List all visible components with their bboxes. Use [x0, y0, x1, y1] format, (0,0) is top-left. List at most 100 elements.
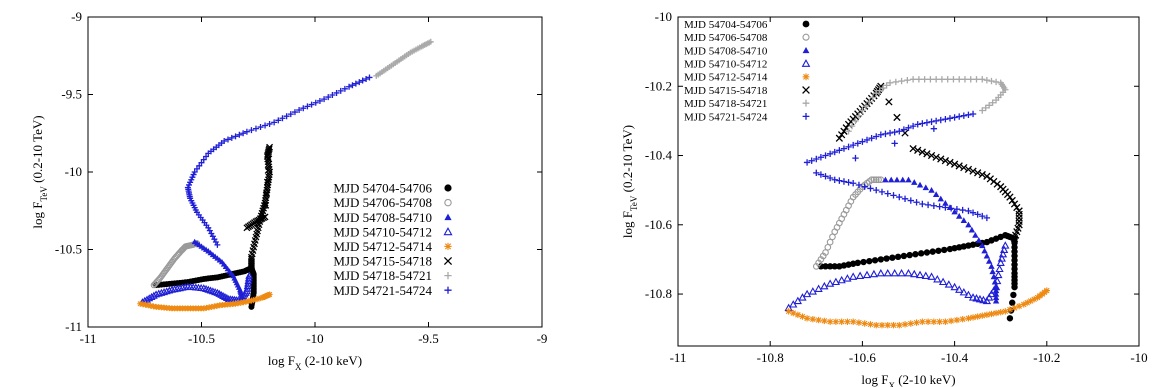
- data-point: [1009, 299, 1016, 306]
- data-point: [974, 313, 981, 320]
- data-point: [900, 252, 908, 260]
- data-point: [907, 197, 915, 204]
- data-point: [849, 272, 858, 280]
- data-point: [985, 293, 994, 301]
- legend-marker: [444, 242, 452, 250]
- data-point: [840, 145, 848, 152]
- data-point: [983, 214, 991, 222]
- data-point: [969, 209, 977, 216]
- data-point: [236, 131, 243, 138]
- data-point: [808, 157, 815, 164]
- data-point: [1027, 297, 1034, 305]
- data-point: [1010, 234, 1019, 243]
- legend-label: MJD 54704-54706: [684, 19, 768, 31]
- data-point: [815, 316, 822, 324]
- data-point: [965, 207, 972, 215]
- data-point: [947, 205, 955, 212]
- legend-label: MJD 54718-54721: [684, 98, 767, 110]
- data-point: [817, 171, 825, 178]
- data-point: [936, 203, 943, 210]
- data-point: [803, 315, 811, 322]
- data-point: [995, 264, 1004, 273]
- data-point: [826, 318, 834, 325]
- data-point: [352, 80, 359, 87]
- legend-label: MJD 54710-54712: [333, 224, 432, 239]
- data-point: [942, 115, 949, 123]
- data-point: [1015, 214, 1023, 222]
- data-point: [152, 290, 161, 298]
- data-point: [849, 180, 857, 187]
- data-point: [932, 76, 940, 83]
- data-point: [883, 268, 892, 277]
- legend-marker: [802, 73, 810, 81]
- data-point: [901, 195, 909, 203]
- data-point: [821, 317, 828, 325]
- data-point: [935, 247, 942, 254]
- data-point: [872, 176, 880, 184]
- data-point: [845, 128, 852, 135]
- data-point: [165, 286, 174, 294]
- data-point: [793, 296, 802, 305]
- x-tick-label: -9: [537, 331, 548, 346]
- series: [817, 231, 1018, 322]
- data-point: [992, 287, 1000, 294]
- data-point: [956, 212, 963, 219]
- data-point: [927, 151, 936, 160]
- data-point: [837, 131, 846, 139]
- chart-left: -11 -10.5 -10 -9.5 -9 -11 -10.5 -10 -9.5 -9 MJD 54…: [30, 9, 547, 372]
- data-point: [964, 290, 973, 299]
- data-point: [869, 269, 879, 278]
- data-point: [968, 293, 978, 301]
- data-point: [248, 127, 255, 134]
- data-point: [304, 103, 311, 110]
- data-layer: [137, 38, 434, 312]
- legend-label: MJD 54710-54712: [684, 58, 767, 70]
- x-tick-label: -11: [670, 350, 687, 365]
- series: [784, 241, 1010, 312]
- data-point: [837, 275, 846, 284]
- data-point: [914, 146, 922, 154]
- data-point: [998, 249, 1008, 258]
- plot-frame: [677, 16, 1140, 347]
- data-point: [896, 193, 903, 201]
- data-point: [1006, 193, 1014, 201]
- data-point: [973, 76, 980, 83]
- chart-right: -11 -10.8 -10.6 -10.4 -10.2 -10 -10.8 -10.6 -10.…: [620, 9, 1148, 387]
- data-point: [817, 263, 825, 270]
- data-point: [992, 297, 1000, 304]
- data-point: [870, 176, 878, 184]
- data-point: [959, 315, 966, 323]
- data-point: [955, 285, 964, 293]
- data-point: [1030, 296, 1038, 303]
- data-point: [919, 200, 926, 208]
- data-point: [266, 291, 273, 298]
- data-point: [979, 107, 986, 114]
- series: [138, 271, 254, 306]
- data-point: [845, 179, 852, 186]
- series: [153, 265, 257, 310]
- data-point: [822, 152, 829, 159]
- data-point: [363, 76, 370, 82]
- data-point: [822, 173, 829, 180]
- data-point: [196, 162, 203, 169]
- data-point: [898, 77, 905, 85]
- data-point: [860, 258, 867, 266]
- data-point: [896, 128, 903, 135]
- data-point: [1011, 304, 1018, 312]
- data-point: [799, 313, 806, 320]
- data-point: [224, 136, 231, 143]
- data-point: [813, 169, 820, 177]
- data-point: [1020, 301, 1027, 308]
- data-point: [959, 206, 966, 214]
- data-point: [789, 300, 798, 308]
- data-layer: [784, 76, 1050, 329]
- data-point: [889, 254, 896, 261]
- data-point: [862, 270, 872, 279]
- data-point: [917, 250, 925, 257]
- data-point: [891, 140, 898, 147]
- data-point: [826, 263, 834, 270]
- data-point: [942, 199, 949, 206]
- data-point: [913, 199, 920, 206]
- data-point: [1006, 306, 1014, 313]
- data-point: [890, 192, 897, 199]
